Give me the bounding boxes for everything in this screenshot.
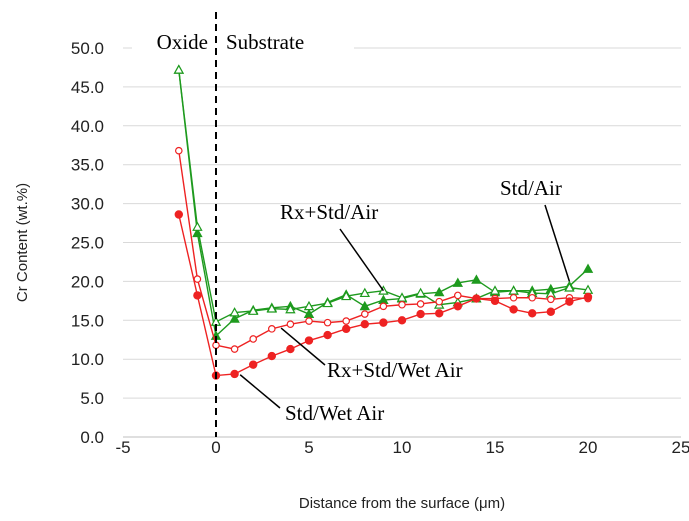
x-tick-label: -5 [115,438,130,457]
data-point [248,360,258,369]
x-tick-label: 20 [579,438,598,457]
x-tick-label: 10 [393,438,412,457]
data-point [303,308,315,319]
data-point [453,291,462,300]
annotation-label: Std/Wet Air [285,401,384,425]
data-point [583,292,593,302]
annotation-leader-line [544,204,571,282]
data-point [229,313,240,323]
data-point [546,295,555,304]
data-point [546,307,556,316]
data-point [303,300,315,311]
data-point [360,319,369,329]
data-point [509,305,518,314]
annotation-leader-line [239,374,281,409]
y-tick-label: 20.0 [71,272,104,291]
data-point [435,309,444,318]
data-point [360,310,369,318]
data-point [582,263,594,273]
data-point [490,296,500,306]
data-point [230,345,239,353]
data-point [174,210,183,219]
x-axis-title: Distance from the surface (μm) [299,495,505,512]
axes: 0.05.010.015.020.025.030.035.040.045.050… [71,39,689,457]
data-point [453,302,462,311]
y-tick-label: 50.0 [71,39,104,58]
data-point [230,369,239,379]
data-point [323,330,332,340]
region-label-background [132,28,354,56]
data-point [175,146,183,155]
data-point [528,309,537,318]
y-tick-label: 45.0 [71,78,104,97]
y-tick-label: 15.0 [71,311,104,330]
series-std-wet-air [174,210,593,380]
data-point [286,320,295,328]
data-point [565,297,574,306]
annotation-label: Rx+Std/Air [280,200,378,224]
data-point [471,274,482,284]
data-point [193,291,202,300]
data-point [247,305,259,315]
x-tick-label: 0 [211,438,220,457]
data-point [472,294,481,303]
data-point [359,300,371,311]
data-point [435,297,444,306]
data-point [192,221,203,231]
data-point [267,325,276,333]
data-point [359,287,371,298]
annotation-leader-line [280,327,326,366]
annotation-label: Std/Air [500,176,562,200]
annotation-label: Rx+Std/Wet Air [327,358,463,382]
data-point [323,318,332,327]
y-tick-label: 30.0 [71,195,104,214]
data-point [267,351,276,361]
data-point [379,302,388,311]
y-tick-label: 10.0 [71,350,104,369]
y-tick-label: 5.0 [80,389,104,408]
data-point [342,324,351,334]
data-point [305,317,313,325]
y-tick-label: 0.0 [80,428,104,447]
data-point [416,300,425,308]
data-point [489,285,501,295]
data-point [528,293,537,302]
oxide-label: Oxide [157,30,208,54]
data-point [416,309,425,319]
data-point [229,307,240,317]
data-point [266,303,278,313]
data-series [173,64,594,380]
y-tick-label: 40.0 [71,117,104,136]
data-point [340,290,352,301]
data-point [415,287,426,298]
annotation-leader-line [339,228,385,292]
x-tick-label: 15 [486,438,505,457]
data-point [433,286,445,297]
y-tick-label: 25.0 [71,234,104,253]
x-tick-label: 25 [672,438,689,457]
data-point [304,336,314,345]
series-rx-std-wet-air [175,146,592,353]
annotations: Oxide Substrate Rx+Std/Air Std/Air Rx+Std/We… [132,12,571,437]
data-point [452,277,464,287]
data-point [285,303,296,314]
y-axis-title: Cr Content (wt.%) [14,183,31,302]
data-point [398,300,406,309]
data-point [564,282,575,292]
x-tick-label: 5 [304,438,313,457]
data-point [322,297,333,308]
data-point [509,293,518,302]
data-point [397,316,407,325]
substrate-label: Substrate [226,30,304,54]
data-point [173,64,185,74]
data-point [193,275,202,283]
data-point [379,318,388,327]
data-point [249,335,258,343]
y-tick-label: 35.0 [71,156,104,175]
data-point [342,317,351,325]
data-point [286,344,295,354]
